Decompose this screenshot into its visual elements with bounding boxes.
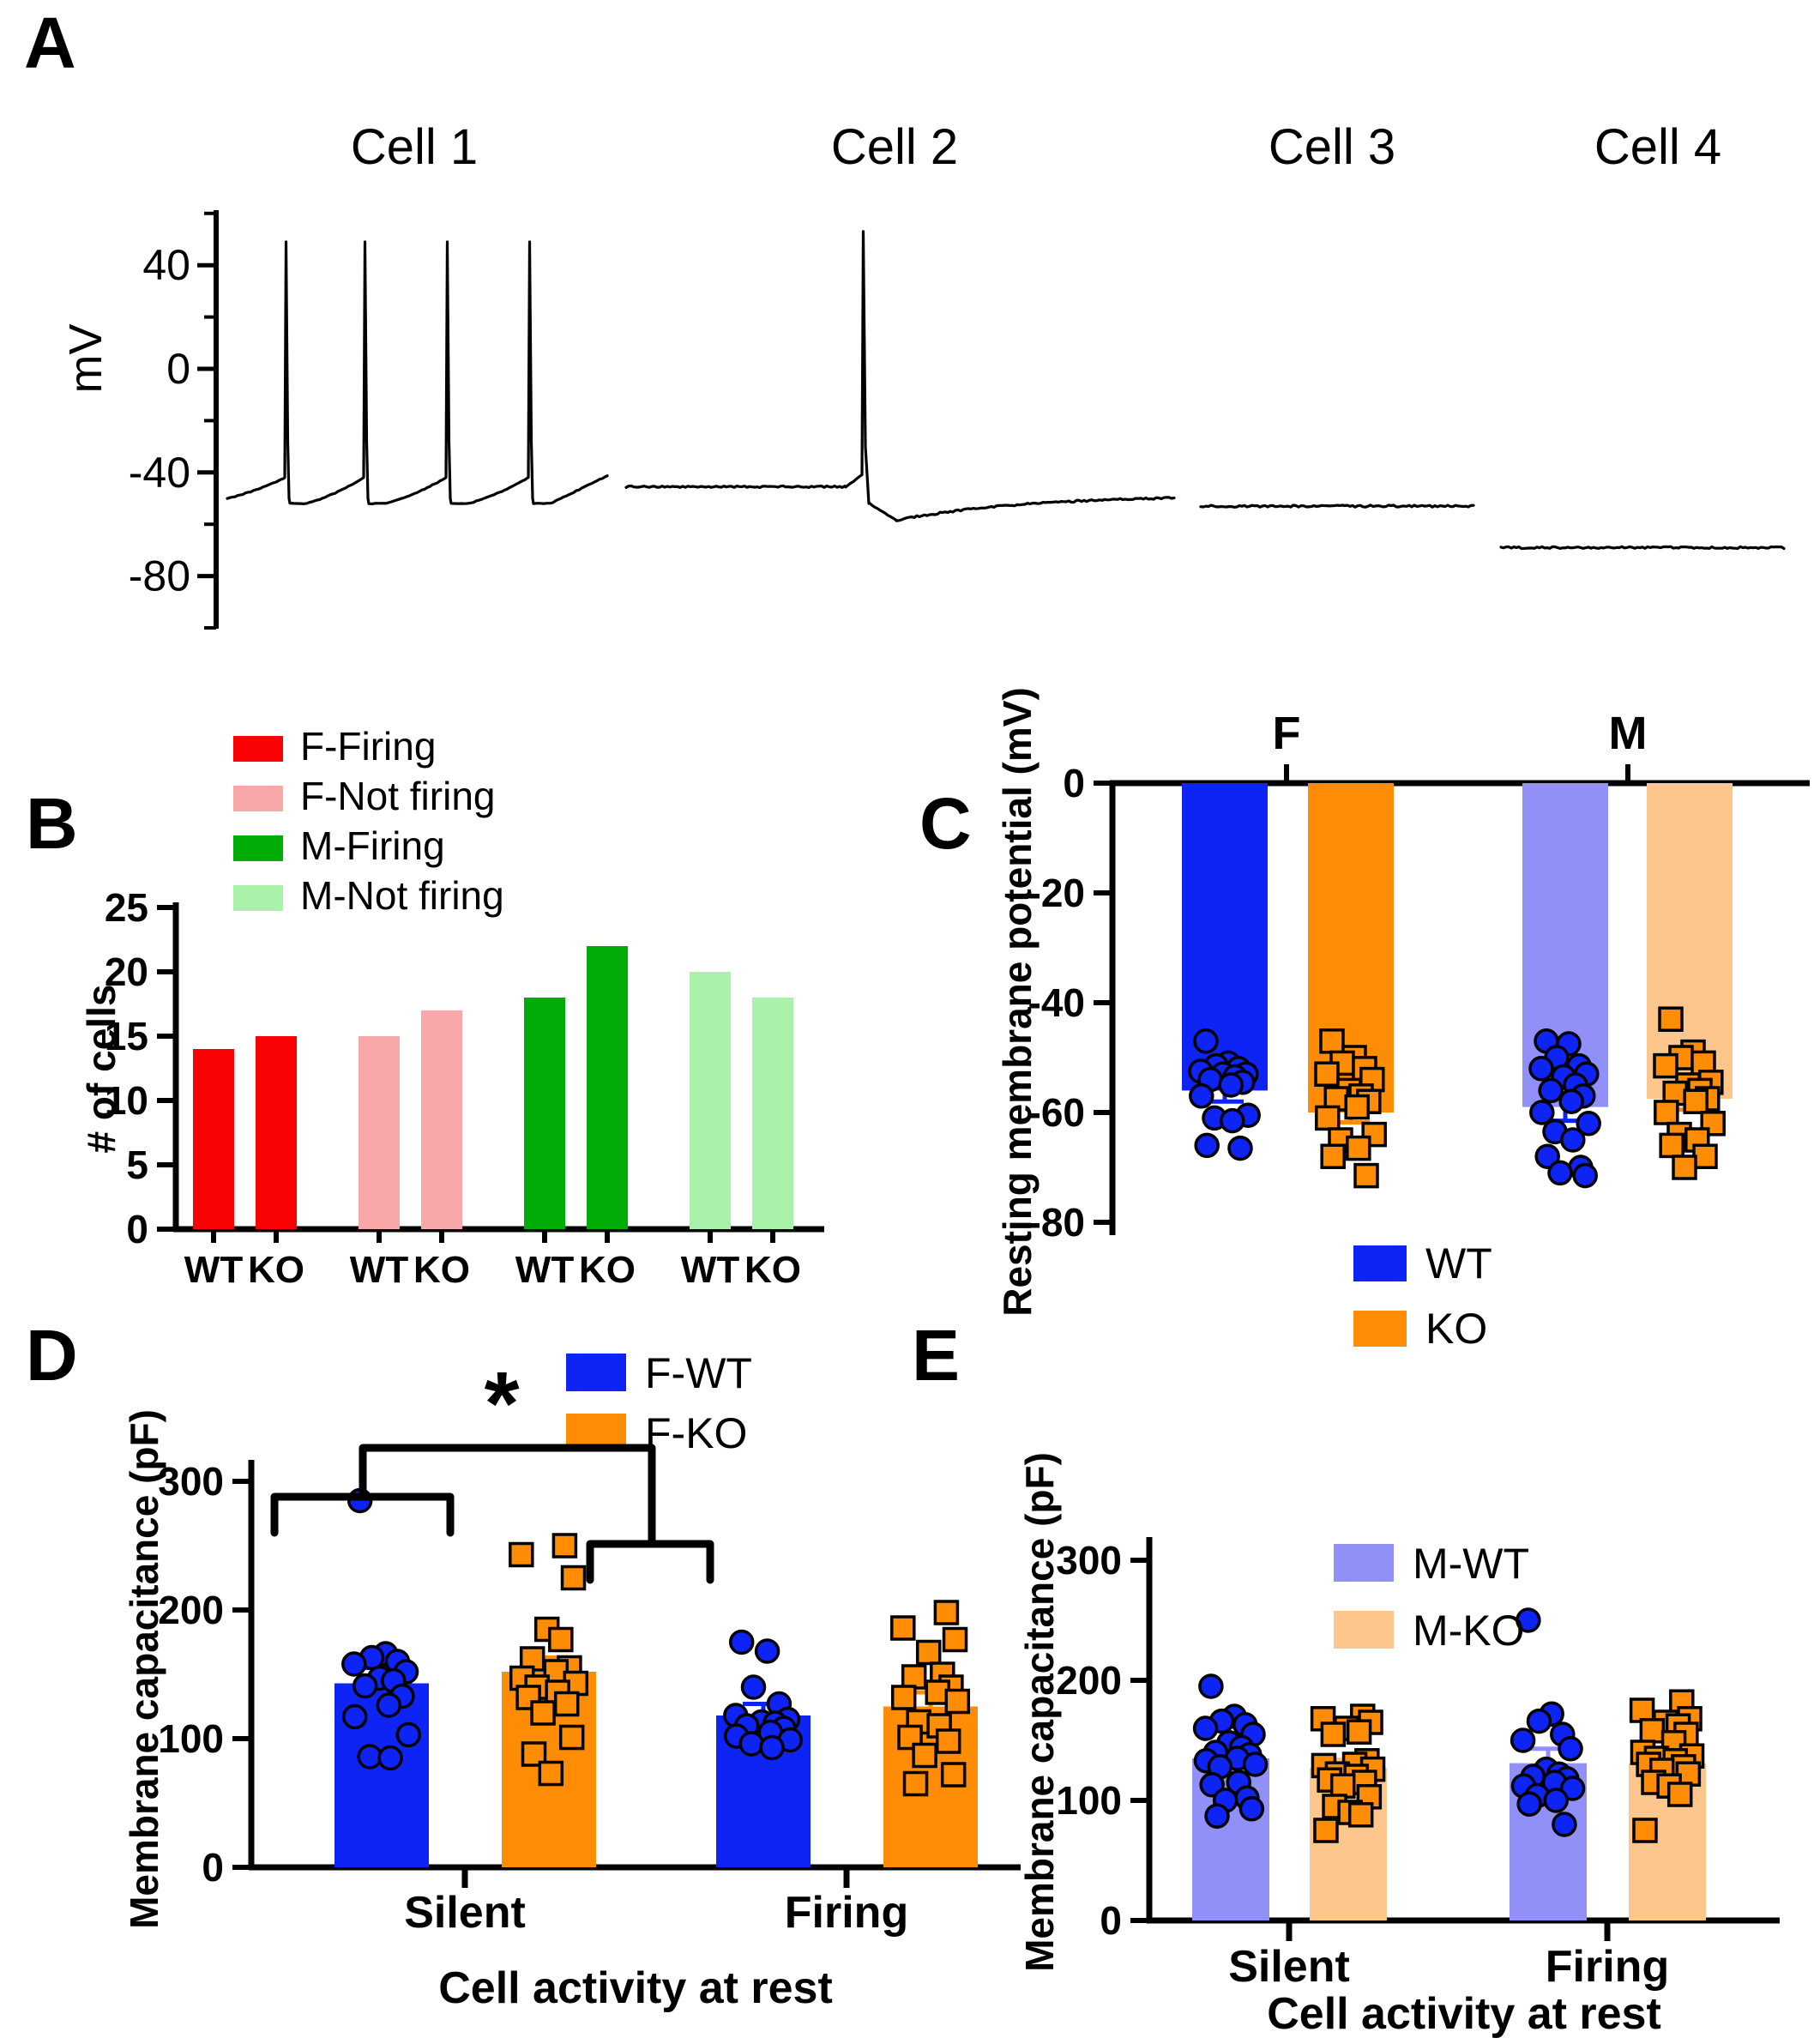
panel-c-legend-label: KO	[1425, 1305, 1487, 1353]
panel-b-ytick: 25	[105, 885, 148, 930]
legend-swatch-F-Not firing	[233, 786, 283, 811]
panel-e-y-axis-label: Membrane capacitance (pF)	[1017, 1452, 1062, 1972]
ytick: 0	[202, 1845, 224, 1890]
category-label: Firing	[785, 1888, 908, 1938]
panel-a-ytick: 0	[166, 345, 190, 393]
significance-asterisk: *	[485, 1354, 520, 1454]
trace-title-cell4: Cell 4	[1594, 119, 1722, 175]
category-label: Silent	[1228, 1942, 1350, 1992]
panel-b-ytick: 5	[126, 1143, 148, 1187]
panel-b-ytick: 0	[126, 1207, 148, 1251]
category-label: Silent	[404, 1888, 526, 1938]
panel-e-bar-scatter: 0 100 200 300 Silent Firing M-WT M-KO	[1056, 1537, 1780, 1992]
legend-swatch-F-WT	[566, 1354, 626, 1391]
panel-c-ytick: -60	[1028, 1090, 1085, 1135]
panel-c-group-label: F	[1273, 708, 1301, 759]
panel-a-ytick: -80	[129, 552, 190, 600]
panel-letter-c: C	[919, 783, 972, 864]
panel-b-xtick: KO	[413, 1249, 470, 1291]
panel-letter-a: A	[24, 3, 76, 83]
panel-b-legend-label: F-Not firing	[300, 774, 495, 818]
legend-label: M-KO	[1413, 1607, 1525, 1655]
panel-b-xtick: WT	[184, 1249, 244, 1291]
legend-label: F-KO	[645, 1409, 747, 1457]
legend-swatch-F-Firing	[233, 736, 283, 762]
legend-swatch-M-KO	[1334, 1611, 1394, 1649]
panel-letter-d: D	[26, 1315, 78, 1396]
panel-d-bar-scatter: 0 100 200 300 Silent Firing F-WT F-KO	[158, 1349, 1021, 1938]
panel-a-ytick: 40	[142, 241, 190, 289]
ytick: 100	[1056, 1778, 1122, 1823]
legend-label: M-WT	[1413, 1540, 1529, 1588]
panel-b-ytick: 20	[105, 950, 148, 994]
ytick: 300	[1056, 1538, 1122, 1583]
panel-c-ytick: -40	[1028, 980, 1085, 1025]
panel-letter-b: B	[26, 783, 78, 864]
ytick: 0	[1100, 1898, 1122, 1943]
bar-F-Firing-KO	[256, 1036, 297, 1229]
panel-d-y-axis-label: Membrane capacitance (pF)	[122, 1409, 166, 1929]
panel-b-xtick: KO	[744, 1249, 801, 1291]
bar-M-Firing-KO	[587, 946, 628, 1229]
bar-M-Firing-WT	[524, 998, 565, 1229]
legend-label: F-WT	[645, 1349, 752, 1397]
trace-title-cell2: Cell 2	[830, 119, 959, 175]
legend-swatch-M-Firing	[233, 835, 283, 861]
panel-b-xtick: KO	[248, 1249, 304, 1291]
panel-c-group-label: M	[1609, 708, 1648, 759]
bar-F-Not firing-KO	[421, 1010, 462, 1229]
panel-a-ytick: -40	[129, 449, 190, 497]
panel-b-ytick: 10	[105, 1078, 148, 1123]
panel-a-traces: 40 0 -40 -80	[129, 210, 1786, 630]
panel-b-legend-label: F-Firing	[300, 724, 436, 769]
panel-b-xtick: WT	[681, 1249, 740, 1291]
panel-b-legend-label: M-Not firing	[300, 873, 504, 918]
panel-a-y-axis-label: mV	[60, 323, 111, 394]
ytick: 200	[1056, 1658, 1122, 1703]
panel-c-bar-scatter: 0 -20 -40 -60 -80 F M WT KO	[1028, 708, 1810, 1353]
panel-d-x-axis-label: Cell activity at rest	[438, 1963, 833, 2013]
ytick: 200	[158, 1588, 224, 1632]
panel-e-x-axis-label: Cell activity at rest	[1267, 1989, 1661, 2039]
panel-b-y-axis-label: # of cells	[79, 984, 124, 1154]
panel-b-legend-label: M-Firing	[300, 823, 445, 868]
legend-swatch-KO	[1353, 1311, 1407, 1347]
legend-swatch-WT	[1353, 1245, 1407, 1281]
panel-b-xtick: WT	[350, 1249, 409, 1291]
panel-d-significance: *	[270, 1354, 714, 1584]
panel-b-ytick: 15	[105, 1014, 148, 1058]
panel-b-xtick: KO	[579, 1249, 636, 1291]
legend-swatch-M-WT	[1334, 1544, 1394, 1582]
panel-c-ytick: -80	[1028, 1200, 1085, 1245]
ytick: 300	[158, 1459, 224, 1504]
trace-title-cell3: Cell 3	[1268, 119, 1396, 175]
ytick: 100	[158, 1716, 224, 1761]
category-label: Firing	[1546, 1942, 1669, 1992]
bar-F-Firing-WT	[193, 1049, 234, 1229]
panel-c-y-axis-label: Resting membrane potential (mV)	[995, 687, 1040, 1317]
legend-swatch-M-Not firing	[233, 885, 283, 911]
panel-c-ytick: -20	[1028, 871, 1085, 915]
panel-c-legend-label: WT	[1425, 1239, 1492, 1287]
bar-F-Not firing-WT	[359, 1036, 400, 1229]
bar-M-Not firing-KO	[752, 998, 793, 1229]
bar-M-Not firing-WT	[690, 972, 731, 1229]
panel-c-ytick: 0	[1063, 761, 1085, 805]
panel-b-xtick: WT	[515, 1249, 575, 1291]
trace-title-cell1: Cell 1	[350, 119, 479, 175]
panel-letter-e: E	[912, 1315, 961, 1396]
